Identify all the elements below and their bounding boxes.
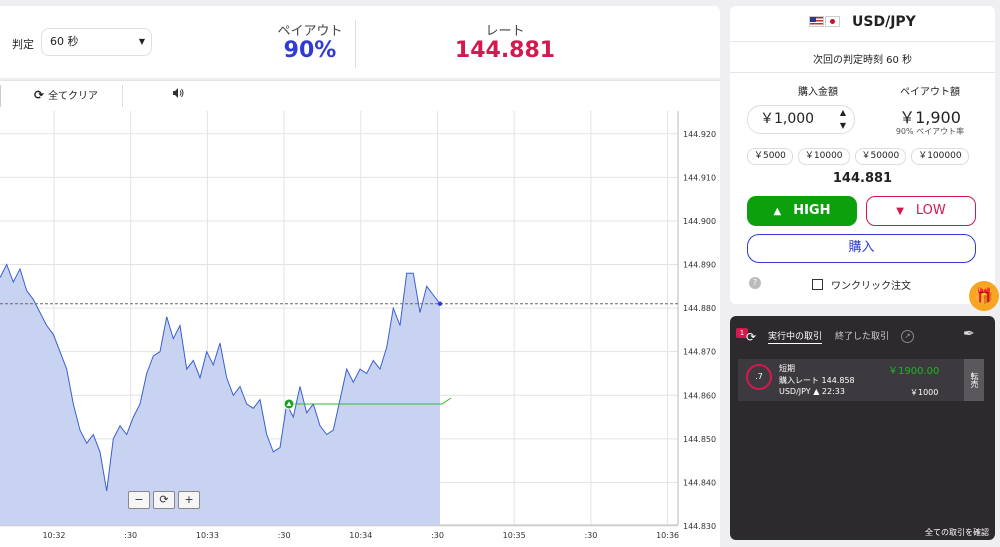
payout-amount-value: ￥1,900 <box>899 108 961 127</box>
payout-label: ペイアウト <box>277 24 343 39</box>
low-button[interactable]: ▼ LOW <box>866 196 976 226</box>
gift-icon[interactable]: 🎁 <box>969 281 999 311</box>
price-area <box>0 264 440 525</box>
external-link-icon[interactable]: ↗ <box>901 330 914 343</box>
feather-icon[interactable]: ✒ <box>963 326 975 342</box>
triangle-up-icon: ▲ <box>773 206 782 217</box>
divider <box>0 85 1 107</box>
quick-amount-button[interactable]: ￥10000 <box>797 148 850 165</box>
resell-button[interactable]: 転売 <box>964 359 984 401</box>
quick-amount-button[interactable]: ￥50000 <box>854 148 907 165</box>
high-label: HIGH <box>793 203 831 218</box>
sync-icon: ⟳ <box>746 330 757 344</box>
payout-value: 90% <box>283 38 337 63</box>
x-tick-label: :30 <box>431 531 444 540</box>
y-tick-label: 144.910 <box>683 173 716 182</box>
quick-amount-button[interactable]: ￥5000 <box>747 148 793 165</box>
y-tick-label: 144.890 <box>683 261 716 270</box>
x-tick-label: :30 <box>278 531 291 540</box>
trade-payout: ￥1900.00 <box>888 366 940 377</box>
trade-amount: ￥1000 <box>910 388 939 397</box>
y-tick-label: 144.880 <box>683 304 716 313</box>
amount-value: ￥1,000 <box>760 111 815 127</box>
help-icon[interactable]: ? <box>749 277 761 289</box>
trade-pair-time: USD/JPY ▲ 22:33 <box>779 387 845 396</box>
price-chart[interactable]: 10:32 :30 10:33 :30 10:34 :30 10:35 :30 10:36 144… <box>0 111 720 547</box>
speaker-icon <box>173 88 184 98</box>
y-tick-label: 144.900 <box>683 217 716 226</box>
tab-open-trades[interactable]: 実行中の取引 <box>768 329 823 344</box>
increment-icon[interactable]: ▲ <box>839 108 846 117</box>
tab-closed-trades[interactable]: 終了した取引 <box>835 332 890 342</box>
price-line <box>0 263 441 492</box>
amount-input[interactable]: ￥1,000 ▲ ▼ <box>747 105 855 134</box>
chart-svg: 10:32 :30 10:33 :30 10:34 :30 10:35 :30 10:36 144… <box>0 111 716 540</box>
judge-time-value: 60 秒 <box>50 35 79 48</box>
quick-amount-button[interactable]: ￥100000 <box>911 148 969 165</box>
x-tick-label: 10:34 <box>349 531 372 540</box>
x-tick-label: 10:32 <box>42 531 65 540</box>
currency-pair-label: USD/JPY <box>852 14 916 30</box>
purchase-rate: 購入レート 144.858 <box>779 376 855 385</box>
entry-line-tail <box>441 397 452 405</box>
divider <box>122 85 123 107</box>
y-tick-label: 144.830 <box>683 522 716 531</box>
payout-amount-label: ペイアウト額 <box>900 87 960 98</box>
payout-rate-text: 90% ペイアウト率 <box>895 127 965 136</box>
currency-pair: USD/JPY <box>730 14 995 30</box>
y-tick-label: 144.840 <box>683 478 716 487</box>
trade-type: 短期 <box>779 364 795 373</box>
low-label: LOW <box>915 203 946 218</box>
rate-label: レート <box>485 24 525 39</box>
judge-label: 判定 <box>12 38 34 51</box>
refresh-icon: ⟳ <box>34 88 45 102</box>
sound-button[interactable] <box>172 87 184 102</box>
next-judge-time: 次回の判定時刻 60 秒 <box>812 55 913 66</box>
caret-down-icon: ▼ <box>138 37 145 46</box>
current-rate-point <box>437 301 443 306</box>
trade-panel: USD/JPY 次回の判定時刻 60 秒 購入金額 ペイアウト額 ￥1,000 … <box>730 6 995 304</box>
amount-label: 購入金額 <box>798 87 838 98</box>
x-tick-label: 10:33 <box>196 531 219 540</box>
x-tick-label: :30 <box>584 531 597 540</box>
chart-toolbar: ⟳ 全てクリア <box>0 80 720 112</box>
x-tick-label: 10:35 <box>503 531 526 540</box>
positions-panel: 1 ⟳ 実行中の取引 終了した取引 ↗ ✒ .7 短期 ￥1900.00 購入レ… <box>730 316 995 540</box>
triangle-down-icon: ▼ <box>896 206 904 217</box>
triangle-up-icon <box>286 401 292 406</box>
divider <box>730 72 995 73</box>
us-flag-icon <box>809 16 825 27</box>
divider <box>730 41 995 42</box>
rate-value: 144.881 <box>454 38 556 63</box>
zoom-out-button[interactable]: − <box>128 491 150 509</box>
clear-all-button[interactable]: ⟳ 全てクリア <box>34 87 98 102</box>
y-tick-label: 144.870 <box>683 348 716 357</box>
position-card[interactable]: .7 短期 ￥1900.00 購入レート 144.858 USD/JPY ▲ 2… <box>738 359 984 401</box>
trade-rate: 144.881 <box>832 171 893 186</box>
y-tick-label: 144.920 <box>683 130 716 139</box>
x-tick-label: 10:36 <box>656 531 679 540</box>
one-click-label: ワンクリック注文 <box>831 281 911 292</box>
high-button[interactable]: ▲ HIGH <box>747 196 857 226</box>
buy-button[interactable]: 購入 <box>747 234 976 263</box>
view-all-trades-link[interactable]: 全ての取引を確認 <box>925 528 989 537</box>
quick-amount-buttons: ￥5000 ￥10000 ￥50000 ￥100000 <box>747 148 969 165</box>
clear-all-label: 全てクリア <box>48 91 99 102</box>
countdown-timer: .7 <box>746 364 772 390</box>
info-bar: 判定 60 秒 ▼ ペイアウト 90% レート 144.881 <box>0 6 720 78</box>
zoom-in-button[interactable]: + <box>178 491 200 509</box>
decrement-icon[interactable]: ▼ <box>839 121 846 130</box>
positions-count-badge: 1 <box>736 328 748 338</box>
y-tick-label: 144.860 <box>683 391 716 400</box>
zoom-controls: − ⟳ + <box>128 491 200 509</box>
divider <box>355 20 356 68</box>
jp-flag-icon <box>825 16 841 27</box>
checkbox-icon[interactable] <box>812 279 823 290</box>
x-tick-label: :30 <box>124 531 137 540</box>
zoom-reset-button[interactable]: ⟳ <box>153 491 175 509</box>
one-click-toggle[interactable]: ワンクリック注文 <box>812 277 911 292</box>
judge-time-select[interactable]: 60 秒 ▼ <box>41 28 152 56</box>
y-tick-label: 144.850 <box>683 435 716 444</box>
